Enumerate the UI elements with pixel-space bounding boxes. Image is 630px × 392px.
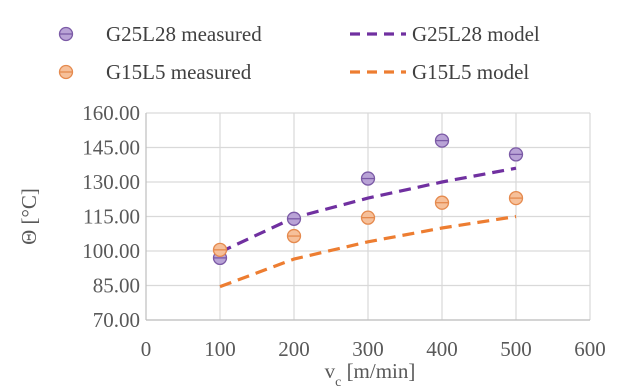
x-tick-label: 200 [278,337,310,361]
y-tick-label: 130.00 [82,170,140,194]
data-point [360,171,376,186]
legend-marker [58,64,74,80]
x-axis-title-subscript: c [335,375,341,388]
data-point [434,195,450,210]
x-tick-label: 100 [204,337,236,361]
legend-item-g15l5-model: G15L5 model [350,60,529,84]
y-tick-label: 100.00 [82,239,140,263]
series [212,133,524,289]
data-point [434,133,450,148]
x-tick-label: 500 [500,337,532,361]
x-axis-title: vc [m/min] [325,359,416,387]
data-point [286,211,302,226]
data-point [360,210,376,225]
legend: G25L28 measured G15L5 measured G25L28 mode… [58,22,540,84]
x-axis-title-unit: [m/min] [341,359,415,383]
y-tick-label: 115.00 [83,205,140,229]
series-g15l5-measured [212,190,524,258]
x-tick-label: 400 [426,337,458,361]
legend-item-g15l5-measured: G15L5 measured [58,60,252,84]
legend-label: G25L28 measured [106,22,262,46]
y-tick-label: 145.00 [82,136,140,160]
legend-item-g25l28-measured: G25L28 measured [58,22,262,46]
y-tick-label: 70.00 [93,308,140,332]
data-point [508,190,524,206]
series-g25l28-measured [212,133,524,266]
legend-item-g25l28-model: G25L28 model [350,22,540,46]
series-line-g25l28-model [219,166,517,254]
y-tick-label: 85.00 [93,274,140,298]
series-line-g15l5-model [219,214,517,289]
data-point [508,147,524,162]
axes: 70.00 85.00 100.00 115.00 130.00 145.00 160.00… [17,101,606,390]
x-axis-title-main: v [325,359,336,383]
series-g25l28-model [219,166,517,254]
x-tick-label: 0 [141,337,152,361]
y-axis-title: Θ [°C] [17,188,41,245]
legend-label: G15L5 model [412,60,529,84]
data-point [212,242,228,258]
legend-label: G25L28 model [412,22,540,46]
y-tick-label: 160.00 [82,101,140,125]
legend-marker [58,26,74,42]
series-g15l5-model [219,214,517,289]
x-tick-label: 600 [574,337,606,361]
legend-label: G15L5 measured [106,60,252,84]
data-point [286,228,302,244]
x-tick-label: 300 [352,337,384,361]
